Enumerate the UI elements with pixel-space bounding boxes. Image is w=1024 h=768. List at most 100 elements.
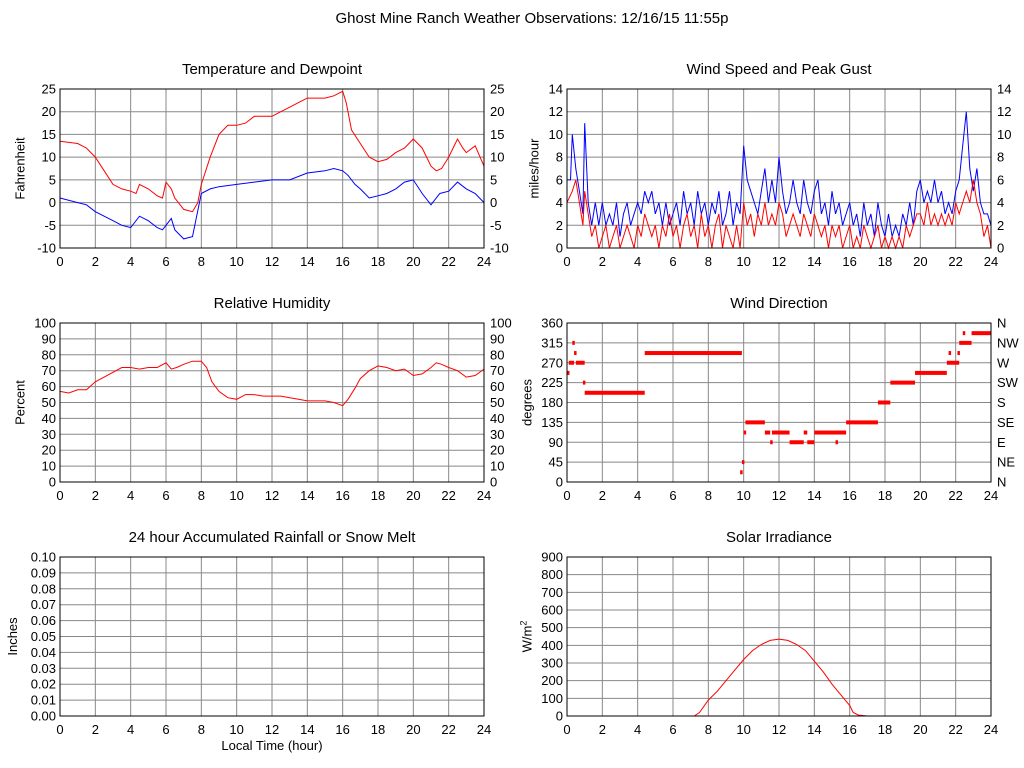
y-right-tick-label: N xyxy=(997,316,1006,331)
wind-direction-direction-point xyxy=(582,380,586,385)
x-tick-label: 18 xyxy=(878,254,892,269)
x-tick-label: 20 xyxy=(913,722,927,737)
y-tick-label: 0 xyxy=(49,475,56,490)
y-tick-label: 0.10 xyxy=(31,550,56,565)
y-tick-label: 60 xyxy=(42,379,56,394)
y-tick-label: 0.06 xyxy=(31,613,56,628)
wind-direction-direction-point xyxy=(962,331,966,336)
rainfall-title: 24 hour Accumulated Rainfall or Snow Mel… xyxy=(129,529,417,546)
x-tick-label: 22 xyxy=(441,488,455,503)
x-tick-label: 24 xyxy=(477,722,491,737)
x-tick-label: 24 xyxy=(477,254,491,269)
x-tick-label: 10 xyxy=(736,254,750,269)
wind-direction-direction-point xyxy=(946,360,960,365)
y-right-tick-label: 0 xyxy=(490,195,497,210)
y-right-tick-label: 70 xyxy=(490,363,504,378)
y-right-tick-label: 10 xyxy=(997,127,1011,142)
y-right-tick-label: 10 xyxy=(490,150,504,165)
wind-direction-direction-point xyxy=(803,430,808,435)
x-tick-label: 2 xyxy=(92,254,99,269)
x-tick-label: 16 xyxy=(335,488,349,503)
wind-direction-frame xyxy=(566,322,992,483)
wind-direction-direction-point xyxy=(877,400,891,405)
y-tick-label: 70 xyxy=(42,363,56,378)
y-tick-label: 50 xyxy=(42,395,56,410)
y-tick-label: 0.01 xyxy=(31,693,56,708)
x-tick-label: 6 xyxy=(669,722,676,737)
x-tick-label: 24 xyxy=(984,488,998,503)
wind-speed-title: Wind Speed and Peak Gust xyxy=(686,61,872,78)
y-tick-label: 200 xyxy=(541,673,563,688)
x-tick-label: 4 xyxy=(127,254,134,269)
wind-direction-direction-point xyxy=(568,360,575,365)
x-tick-label: 0 xyxy=(563,254,570,269)
wind-speed-series-1-line xyxy=(566,179,992,250)
x-tick-label: 22 xyxy=(441,254,455,269)
y-tick-label: 135 xyxy=(541,415,563,430)
x-tick-label: 2 xyxy=(599,722,606,737)
wind-direction-direction-point xyxy=(575,360,585,365)
wind-speed-ylabel: miles/hour xyxy=(527,138,542,199)
wind-direction-direction-point xyxy=(764,430,771,435)
y-tick-label: 30 xyxy=(42,427,56,442)
y-tick-label: 0.07 xyxy=(31,597,56,612)
y-tick-label: 225 xyxy=(541,375,563,390)
y-right-tick-label: 20 xyxy=(490,443,504,458)
x-tick-label: 16 xyxy=(842,254,856,269)
x-tick-label: 10 xyxy=(736,488,750,503)
y-tick-label: 315 xyxy=(541,335,563,350)
humidity-series-0-line xyxy=(59,360,485,407)
humidity-chart: 0102030405060708090100010203040506070809… xyxy=(12,295,511,503)
y-tick-label: 5 xyxy=(49,172,56,187)
y-right-tick-label: 100 xyxy=(490,316,512,331)
wind-direction-direction-point xyxy=(572,340,575,345)
y-right-tick-label: N xyxy=(997,475,1006,490)
y-tick-label: 100 xyxy=(34,316,56,331)
y-right-tick-label: 5 xyxy=(490,172,497,187)
y-tick-label: 10 xyxy=(42,459,56,474)
page-title: Ghost Mine Ranch Weather Observations: 1… xyxy=(335,10,728,27)
y-right-tick-label: 20 xyxy=(490,104,504,119)
wind-direction-direction-point xyxy=(567,370,570,375)
y-tick-label: 100 xyxy=(541,691,563,706)
y-tick-label: 0 xyxy=(556,475,563,490)
y-right-tick-label: 6 xyxy=(997,172,1004,187)
x-tick-label: 18 xyxy=(371,488,385,503)
wind-direction-direction-point xyxy=(957,351,960,356)
x-tick-label: 14 xyxy=(300,254,314,269)
x-tick-label: 4 xyxy=(634,254,641,269)
y-tick-label: -10 xyxy=(37,241,56,256)
y-right-tick-label: -5 xyxy=(490,218,502,233)
x-tick-label: 4 xyxy=(127,722,134,737)
x-tick-label: 12 xyxy=(772,722,786,737)
y-tick-label: 90 xyxy=(42,331,56,346)
solar-title: Solar Irradiance xyxy=(726,529,832,546)
y-tick-label: 0 xyxy=(556,709,563,724)
x-tick-label: 20 xyxy=(406,254,420,269)
y-tick-label: 10 xyxy=(549,127,563,142)
y-tick-label: 20 xyxy=(42,104,56,119)
rainfall-frame xyxy=(59,556,485,717)
x-tick-label: 24 xyxy=(477,488,491,503)
x-tick-label: 10 xyxy=(229,722,243,737)
wind-direction-title: Wind Direction xyxy=(730,295,828,312)
x-tick-label: 2 xyxy=(92,488,99,503)
y-right-tick-label: 50 xyxy=(490,395,504,410)
y-right-tick-label: 30 xyxy=(490,427,504,442)
wind-speed-series-0-line xyxy=(567,111,992,237)
y-right-tick-label: W xyxy=(997,355,1010,370)
x-tick-label: 4 xyxy=(127,488,134,503)
x-tick-label: 10 xyxy=(736,722,750,737)
y-tick-label: 40 xyxy=(42,411,56,426)
x-tick-label: 0 xyxy=(563,722,570,737)
x-tick-label: 0 xyxy=(56,488,63,503)
x-tick-label: 8 xyxy=(198,254,205,269)
wind-speed-frame xyxy=(566,88,992,249)
x-tick-label: 14 xyxy=(807,722,821,737)
x-tick-label: 8 xyxy=(705,722,712,737)
wind-direction-direction-point xyxy=(740,470,743,475)
y-right-tick-label: 4 xyxy=(997,195,1004,210)
y-right-tick-label: 10 xyxy=(490,459,504,474)
